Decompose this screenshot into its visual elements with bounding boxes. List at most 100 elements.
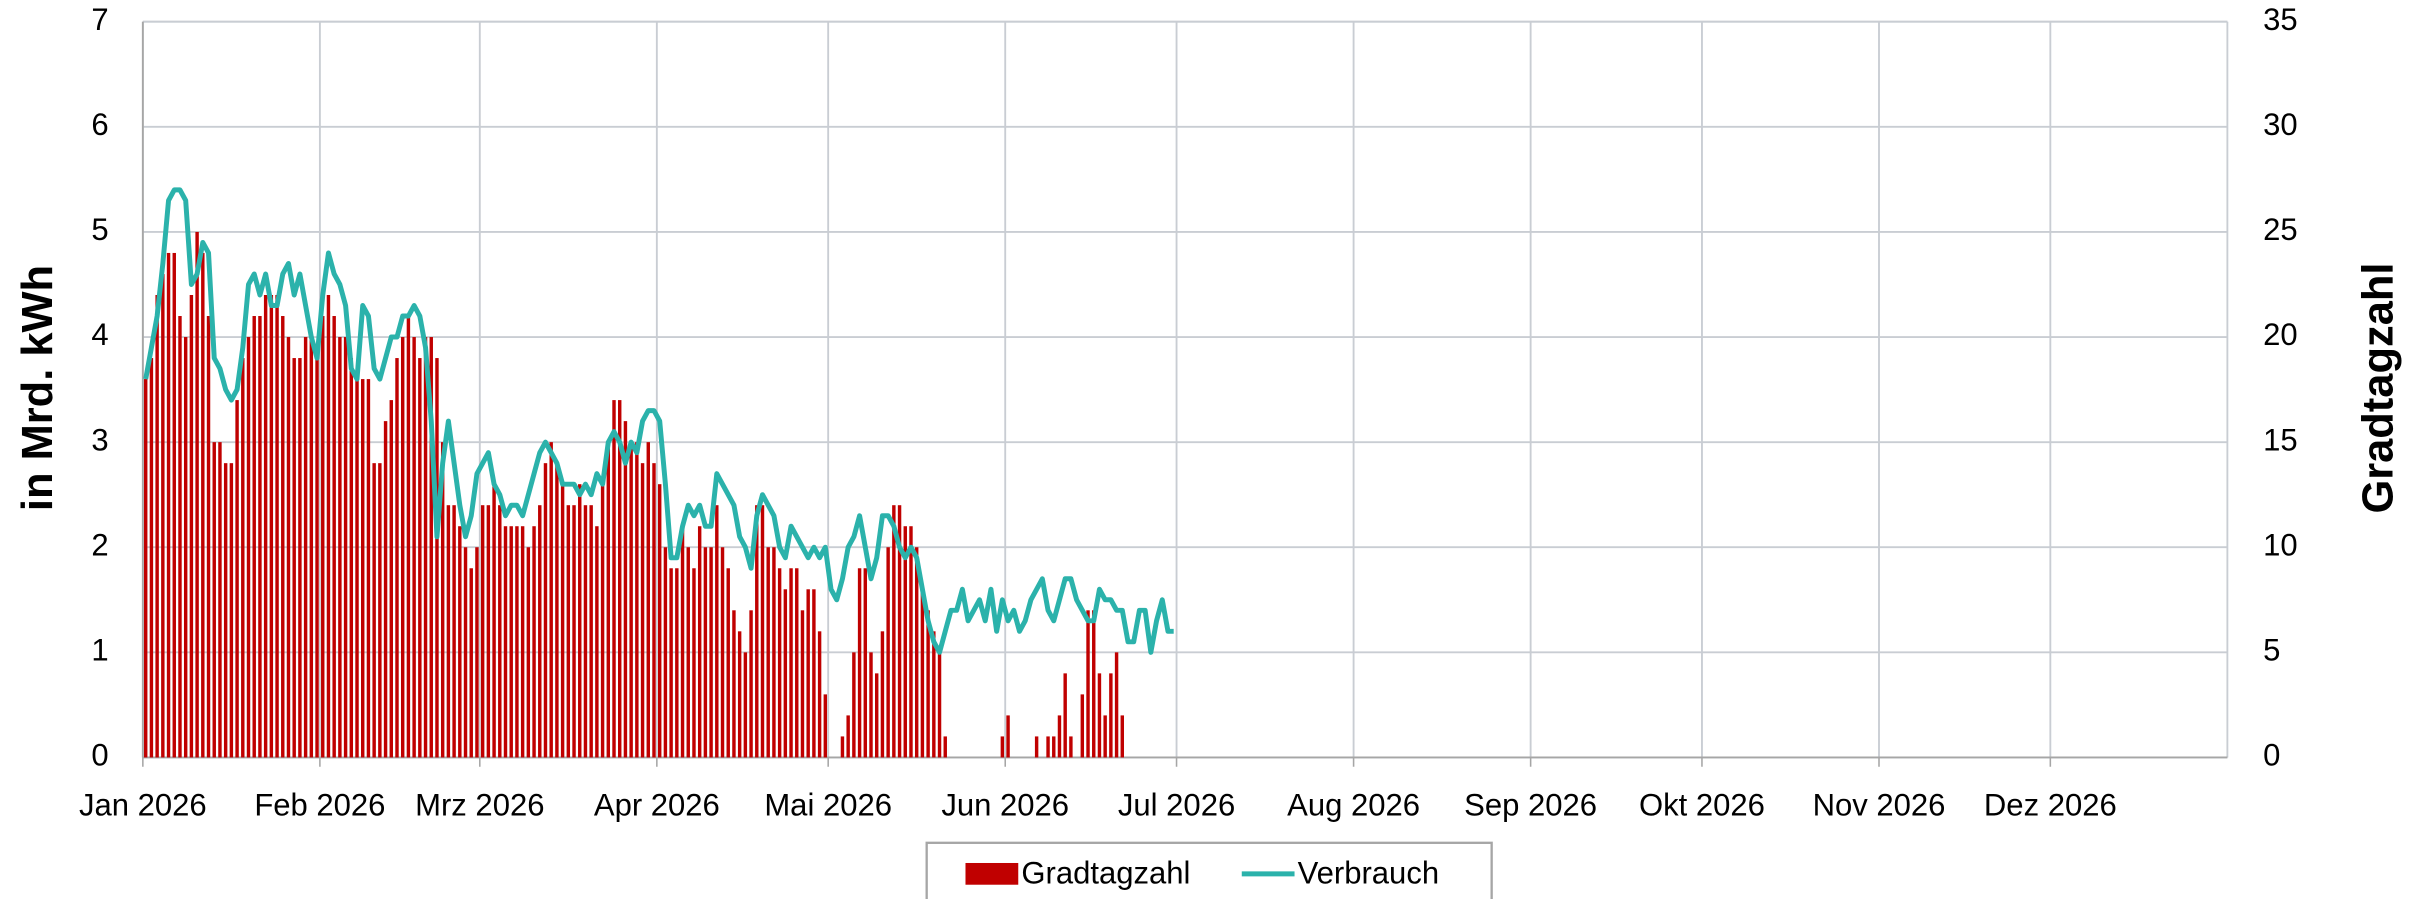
bar	[538, 505, 542, 758]
bar	[161, 273, 165, 758]
bar	[281, 316, 285, 758]
bar	[361, 379, 365, 758]
bar	[675, 568, 679, 758]
bar	[1034, 736, 1039, 758]
y-tick-label: 0	[91, 738, 108, 773]
y-tick-label: 6	[91, 107, 108, 142]
y2-tick-label: 10	[2263, 527, 2298, 562]
bar	[1006, 715, 1010, 758]
bar	[846, 715, 850, 758]
x-tick-label: Jan 2026	[79, 787, 207, 822]
bar	[663, 547, 668, 758]
bar	[1063, 673, 1067, 758]
bar	[903, 526, 907, 758]
bar	[412, 337, 416, 758]
bar	[926, 610, 930, 758]
bar	[875, 673, 879, 758]
bar	[223, 463, 228, 758]
bar	[263, 294, 268, 758]
bar	[509, 526, 513, 758]
bar	[258, 316, 262, 758]
bar	[155, 294, 159, 758]
bar	[715, 505, 719, 758]
bar	[766, 547, 770, 758]
bar	[578, 484, 582, 758]
bar	[1097, 673, 1102, 758]
bar	[1114, 652, 1119, 758]
bar	[806, 589, 810, 758]
bar	[646, 442, 650, 758]
bar	[463, 547, 468, 758]
bar	[880, 631, 885, 758]
bar	[789, 568, 793, 758]
bar	[366, 379, 371, 758]
bar	[189, 294, 194, 758]
bar	[800, 610, 805, 758]
bar	[1000, 736, 1005, 758]
bar	[326, 294, 331, 758]
bar	[692, 568, 696, 758]
x-tick-label: Apr 2026	[594, 787, 720, 822]
bar	[298, 358, 302, 758]
y-tick-label: 1	[91, 633, 108, 668]
bar	[338, 337, 342, 758]
bar	[1092, 610, 1096, 758]
bar	[760, 505, 765, 758]
x-tick-label: Aug 2026	[1287, 787, 1420, 822]
bar	[1120, 715, 1125, 758]
bar	[886, 547, 890, 758]
bar	[669, 568, 673, 758]
bar	[1069, 736, 1073, 758]
bar	[315, 358, 319, 758]
bar	[400, 337, 405, 758]
y2-axis-title: Gradtagzahl	[2355, 263, 2403, 514]
x-tick-label: Feb 2026	[254, 787, 385, 822]
bar	[583, 505, 588, 758]
bar	[395, 358, 399, 758]
bar	[435, 358, 439, 758]
bar	[1080, 694, 1085, 758]
bar	[406, 316, 411, 758]
bar	[823, 694, 828, 758]
bar	[372, 463, 376, 758]
bar	[229, 463, 234, 758]
bar	[640, 463, 645, 758]
legend-box	[925, 841, 1493, 899]
bar	[680, 526, 685, 758]
bar	[869, 652, 873, 758]
bar	[532, 526, 536, 758]
bar	[749, 610, 753, 758]
bar	[498, 505, 502, 758]
bar	[612, 400, 616, 758]
bar	[1086, 610, 1090, 758]
bar	[618, 400, 622, 758]
y2-tick-label: 35	[2263, 2, 2298, 37]
bar	[549, 442, 553, 758]
bar	[475, 547, 479, 758]
bar	[452, 505, 456, 758]
bar	[149, 358, 154, 758]
bar	[817, 631, 822, 758]
bar	[389, 400, 393, 758]
bar	[1057, 715, 1062, 758]
bar	[1109, 673, 1113, 758]
bar	[589, 505, 593, 758]
bar	[269, 294, 274, 758]
bar	[195, 231, 199, 758]
bar	[635, 442, 639, 758]
bar	[686, 547, 690, 758]
bar	[178, 316, 182, 758]
y2-tick-label: 25	[2263, 212, 2298, 247]
line	[143, 187, 1174, 655]
bar	[572, 505, 576, 758]
bar	[932, 631, 936, 758]
bar	[383, 421, 388, 758]
bar	[755, 505, 759, 758]
bar	[252, 316, 256, 758]
bar	[486, 505, 491, 758]
bar	[526, 547, 531, 758]
bar	[1103, 715, 1107, 758]
bar	[355, 379, 359, 758]
